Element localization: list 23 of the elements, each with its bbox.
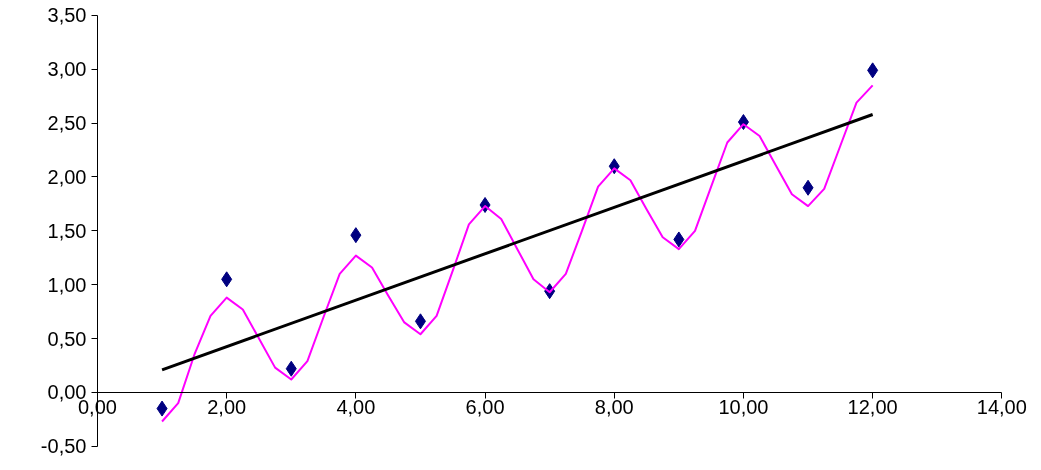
y-tick-label: 0,50 (47, 327, 87, 350)
point (802, 179, 814, 196)
point (221, 271, 233, 288)
point (156, 400, 168, 417)
y-tick-label: 1,00 (47, 273, 87, 296)
x-tick-label: 6,00 (465, 396, 505, 419)
x-tick-label: 8,00 (594, 396, 634, 419)
point (673, 231, 685, 248)
x-tick-label: 12,00 (847, 396, 898, 419)
point (285, 360, 297, 377)
x-tick-label: 4,00 (336, 396, 376, 419)
y-tick-label: 2,00 (47, 165, 87, 188)
y-tick-label: 3,00 (47, 58, 87, 81)
x-tick-label: 10,00 (718, 396, 769, 419)
x-tick-label: 14,00 (976, 396, 1027, 419)
point (867, 62, 879, 79)
x-tick-label: 2,00 (207, 396, 247, 419)
point (350, 227, 362, 244)
y-tick-label: 1,50 (47, 219, 87, 242)
y-tick-label: 3,50 (47, 4, 87, 27)
point (414, 313, 426, 330)
y-tick-label: -0,50 (40, 435, 87, 458)
y-tick-label: 2,50 (47, 112, 87, 135)
